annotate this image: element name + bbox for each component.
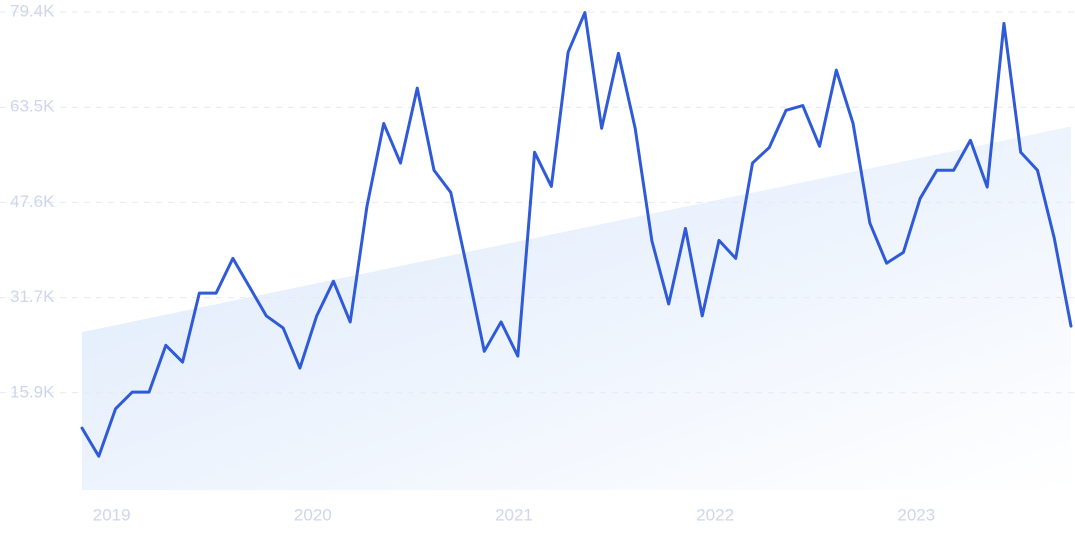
y-tick-label: 79.4K (10, 1, 55, 20)
x-tick-label: 2020 (294, 505, 332, 524)
y-tick-label: 31.7K (10, 287, 55, 306)
x-tick-label: 2019 (93, 505, 131, 524)
data-line (80, 11, 1073, 458)
x-tick-label: 2023 (897, 505, 935, 524)
x-tick-label: 2022 (696, 505, 734, 524)
y-tick-label: 47.6K (10, 192, 55, 211)
y-tick-label: 15.9K (10, 382, 55, 401)
trend-area (82, 126, 1071, 490)
x-tick-label: 2021 (495, 505, 533, 524)
y-tick-label: 63.5K (10, 97, 55, 116)
